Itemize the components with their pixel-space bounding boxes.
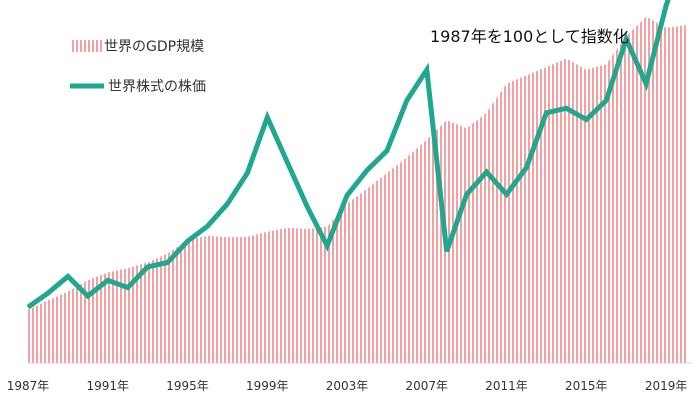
x-tick-label: 2007年	[406, 379, 449, 393]
index-note: 1987年を100として指数化	[430, 27, 629, 46]
gdp-area-series	[28, 16, 686, 364]
x-tick-label: 2003年	[326, 379, 369, 393]
x-axis-ticks: 1987年 1991年 1995年 1999年 2003年 2007年 2011年 2015年…	[7, 379, 688, 393]
x-tick-label: 1991年	[87, 379, 130, 393]
stock-line-series	[26, 0, 671, 310]
x-tick-label: 1999年	[246, 379, 289, 393]
legend-stock-label: 世界株式の株価	[108, 79, 206, 95]
x-tick-label: 1987年	[7, 379, 50, 393]
legend: 世界のGDP規模 世界株式の株価	[70, 39, 206, 95]
legend-gdp-swatch	[72, 40, 102, 52]
legend-gdp-label: 世界のGDP規模	[104, 39, 204, 55]
gdp-area	[28, 16, 686, 364]
x-tick-label: 2011年	[485, 379, 528, 393]
stock-line	[26, 0, 671, 310]
x-tick-label: 2019年	[645, 379, 688, 393]
x-tick-label: 2015年	[565, 379, 608, 393]
x-tick-label: 1995年	[166, 379, 209, 393]
